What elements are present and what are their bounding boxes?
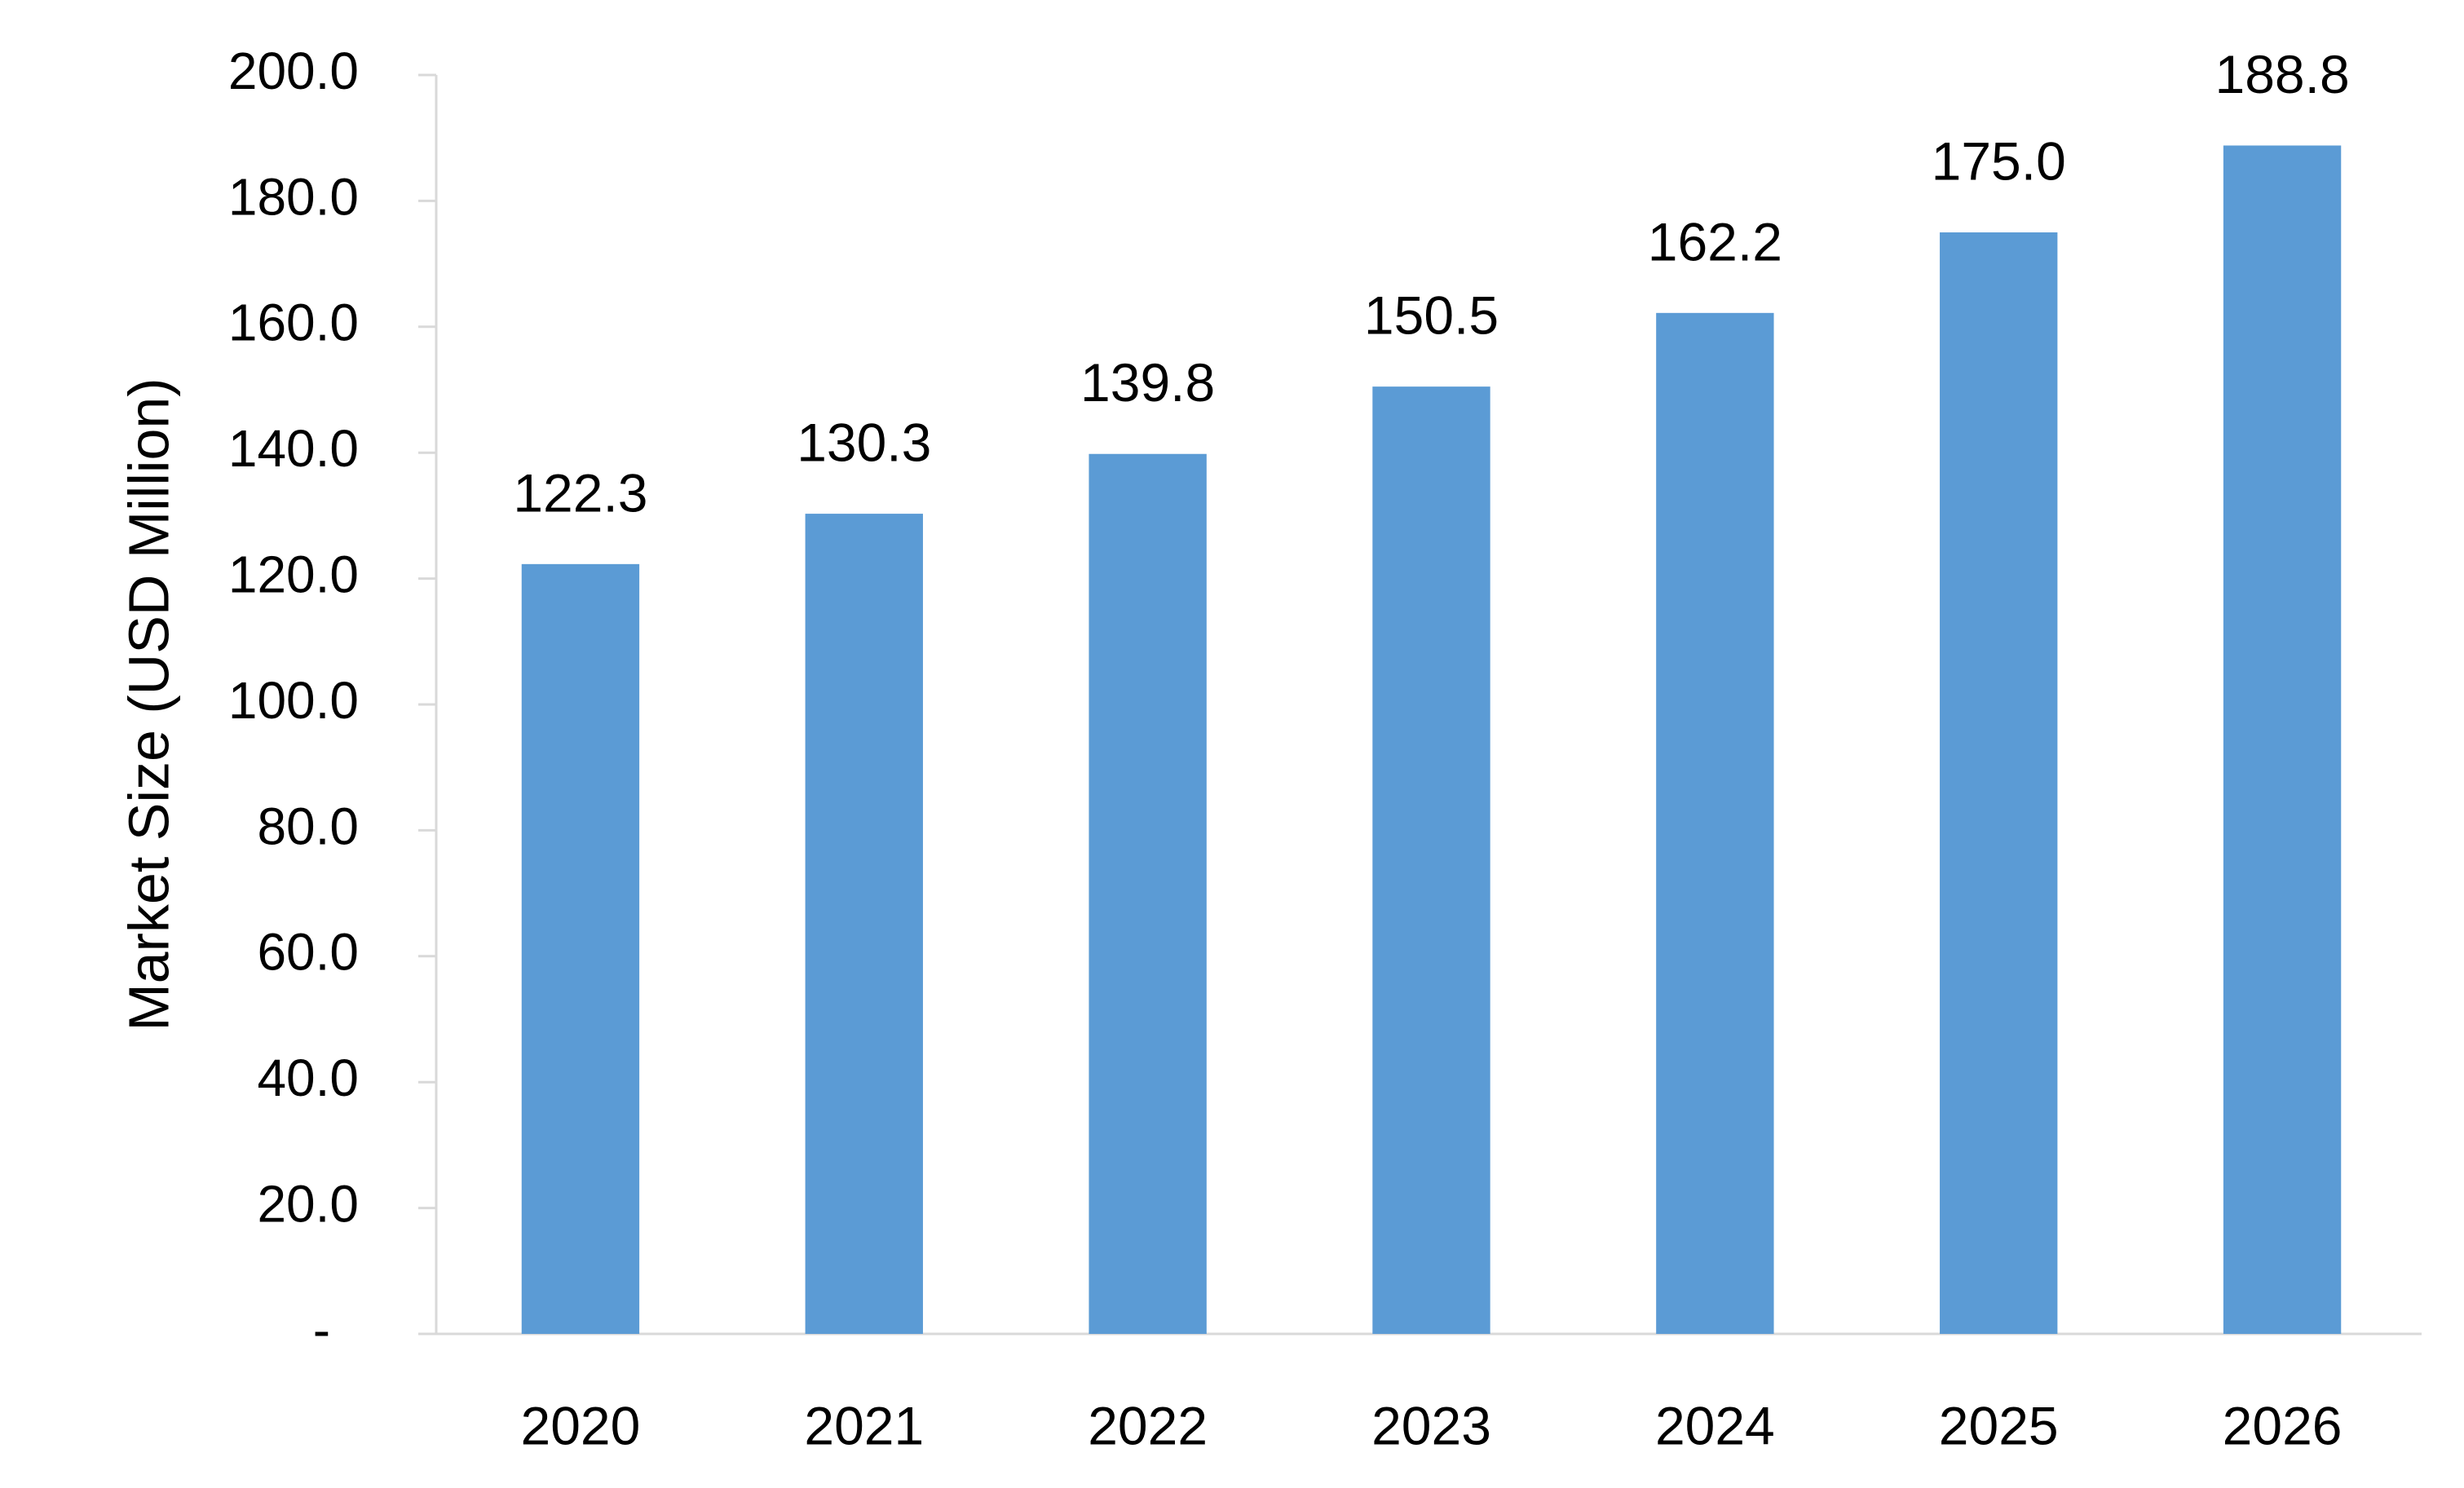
x-tick-label: 2022: [1088, 1395, 1208, 1455]
x-tick-label: 2024: [1655, 1395, 1775, 1455]
bar-2022: [1088, 453, 1207, 1334]
x-axis: 2020 2021 2022 2023 2024 2025 2026: [420, 1332, 2422, 1455]
data-label-2021: 130.3: [797, 413, 931, 473]
y-axis-title: Market Size (USD Million): [117, 378, 180, 1031]
y-tick-label: 40.0: [257, 1049, 359, 1107]
data-labels-group: 122.3 130.3 139.8 150.5 162.2 175.0 188.8: [513, 44, 2349, 523]
x-tick-label: 2023: [1371, 1395, 1491, 1455]
x-tick-label: 2025: [1939, 1395, 2059, 1455]
y-tick-label: 80.0: [257, 797, 359, 855]
bar-2026: [2223, 145, 2342, 1335]
data-label-2024: 162.2: [1648, 211, 1782, 272]
data-label-2020: 122.3: [513, 462, 647, 523]
y-tick-label: 160.0: [228, 294, 359, 352]
y-tick-label: 60.0: [257, 923, 359, 982]
bar-2025: [1940, 232, 2058, 1334]
bar-2021: [805, 514, 923, 1334]
y-tick-label: -: [313, 1300, 330, 1359]
y-axis: - 20.0 40.0 60.0 80.0 100.0 120.0 140.0 160.0 180…: [228, 42, 438, 1359]
bar-2023: [1372, 386, 1490, 1334]
bar-2020: [521, 563, 640, 1334]
bars-group: [521, 145, 2342, 1335]
x-tick-label: 2021: [804, 1395, 924, 1455]
data-label-2026: 188.8: [2215, 44, 2349, 104]
y-tick-label: 120.0: [228, 545, 359, 604]
data-label-2025: 175.0: [1932, 130, 2066, 191]
y-tick-label: 180.0: [228, 167, 359, 226]
x-tick-label: 2026: [2223, 1395, 2343, 1455]
data-label-2023: 150.5: [1364, 285, 1499, 346]
x-tick-label: 2020: [521, 1395, 641, 1455]
y-tick-label: 200.0: [228, 42, 359, 100]
y-tick-label: 100.0: [228, 671, 359, 730]
bar-2024: [1656, 312, 1774, 1334]
y-tick-label: 140.0: [228, 419, 359, 478]
data-label-2022: 139.8: [1080, 352, 1215, 413]
y-tick-label: 20.0: [257, 1175, 359, 1234]
